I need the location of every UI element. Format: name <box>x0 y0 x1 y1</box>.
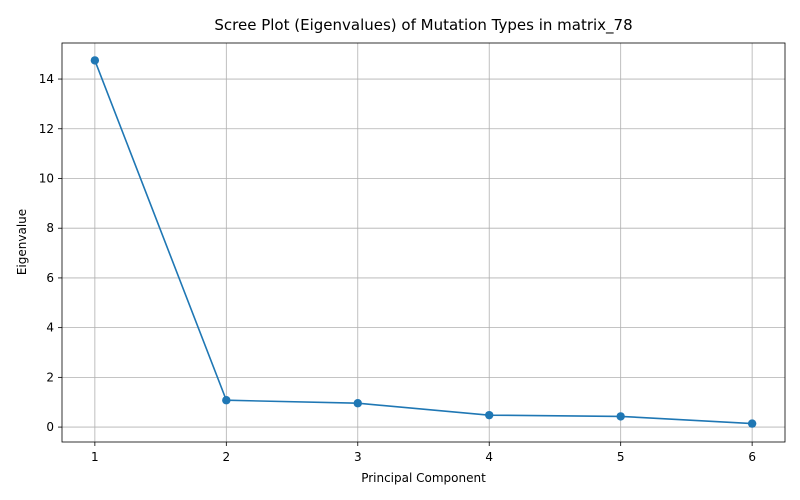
x-tick-label: 5 <box>617 450 625 464</box>
x-tick-label: 2 <box>222 450 230 464</box>
y-axis-label: Eigenvalue <box>15 209 29 275</box>
series-layer <box>90 56 757 428</box>
x-tick-label: 4 <box>485 450 493 464</box>
y-tick-label: 6 <box>46 271 54 285</box>
x-axis-label: Principal Component <box>361 471 486 485</box>
data-point <box>747 419 757 428</box>
y-tick-label: 0 <box>46 420 54 434</box>
y-tick-label: 10 <box>39 171 54 185</box>
x-axis: 1 2 3 4 5 6 <box>91 442 756 464</box>
grid <box>62 43 785 442</box>
data-point <box>485 410 494 420</box>
data-point <box>90 56 100 65</box>
series-line <box>94 60 753 425</box>
data-point <box>353 399 362 408</box>
y-axis: 0 2 4 6 8 10 12 14 <box>39 72 62 434</box>
chart-title: Scree Plot (Eigenvalues) of Mutation Typ… <box>214 16 632 35</box>
y-tick-label: 12 <box>39 122 54 136</box>
y-tick-label: 4 <box>46 321 54 335</box>
x-tick-label: 6 <box>748 450 756 464</box>
x-tick-label: 1 <box>91 450 99 464</box>
x-tick-label: 3 <box>354 450 362 464</box>
y-tick-label: 2 <box>46 370 54 384</box>
y-tick-label: 8 <box>46 221 54 235</box>
y-tick-label: 14 <box>39 72 54 86</box>
plot-frame <box>61 42 786 443</box>
data-point <box>616 412 625 421</box>
data-point <box>222 396 231 405</box>
